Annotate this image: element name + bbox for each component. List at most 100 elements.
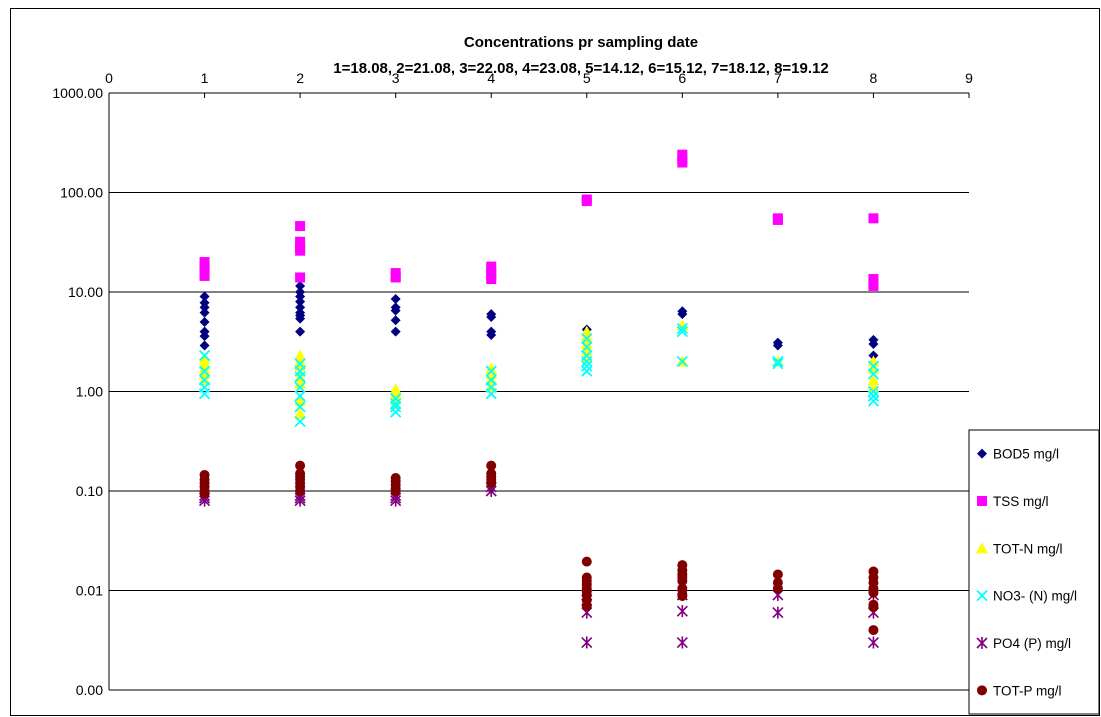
legend-label: BOD5 mg/l (993, 447, 1059, 462)
data-point (581, 365, 593, 377)
data-point (294, 415, 306, 428)
legend-box (968, 429, 1099, 715)
data-point (977, 448, 987, 459)
data-point (677, 157, 688, 168)
chart-svg: Concentrations pr sampling date 1=18.08,… (52, 34, 1099, 715)
data-point (390, 398, 402, 410)
legend: BOD5 mg/l TSS mg/l TOT-N mg/l NO3- (N) mg/l… (968, 429, 1099, 715)
data-point (772, 358, 784, 370)
x-tick-label: 1 (201, 70, 209, 86)
y-axis-ticks: 0.00 0.01 0.10 1.00 10.00 100.00 1000.00 (52, 85, 103, 698)
chart-title: Concentrations pr sampling date (464, 34, 698, 51)
data-point (295, 272, 306, 283)
data-point (868, 339, 879, 350)
data-point (580, 338, 593, 350)
chart-frame: Concentrations pr sampling date 1=18.08,… (10, 8, 1100, 716)
data-point (976, 542, 988, 554)
data-point (868, 213, 879, 224)
data-point (199, 340, 210, 351)
data-point (294, 390, 306, 402)
y-tick-label: 1.00 (76, 384, 103, 400)
legend-item: PO4 (P) mg/l (976, 636, 1071, 651)
data-point (581, 341, 593, 353)
data-point (581, 332, 593, 345)
data-point (199, 331, 210, 342)
data-points (198, 149, 880, 649)
data-point (772, 340, 783, 351)
x-tick-label: 5 (583, 70, 591, 86)
data-point (295, 236, 306, 247)
data-point (198, 349, 211, 362)
data-point (581, 355, 593, 368)
data-point (295, 326, 306, 337)
legend-label: PO4 (P) mg/l (993, 636, 1071, 651)
data-point (677, 591, 688, 602)
data-point (676, 355, 688, 368)
data-point (580, 325, 593, 337)
data-point (772, 214, 783, 225)
data-point (390, 294, 401, 305)
data-point (390, 305, 401, 316)
data-point (390, 406, 402, 418)
data-point (294, 371, 306, 383)
series-no3-n-mg-l (198, 322, 880, 428)
data-point (295, 280, 306, 291)
y-tick-label: 0.10 (76, 483, 103, 499)
data-point (867, 385, 880, 398)
legend-label: NO3- (N) mg/l (993, 589, 1077, 604)
data-point (390, 315, 401, 326)
data-point (867, 390, 880, 402)
data-point (581, 196, 592, 207)
y-tick-label: 100.00 (60, 185, 103, 201)
data-point (295, 291, 306, 302)
legend-item: BOD5 mg/l (977, 447, 1059, 462)
data-point (867, 374, 880, 386)
data-point (977, 496, 987, 506)
data-point (486, 460, 497, 471)
data-point (977, 685, 987, 696)
data-point (199, 302, 210, 313)
data-point (868, 625, 879, 636)
data-point (486, 274, 497, 285)
chart-subtitle: 1=18.08, 2=21.08, 3=22.08, 4=23.08, 5=14… (333, 60, 828, 77)
x-tick-label: 8 (870, 70, 878, 86)
data-point (199, 270, 210, 281)
series-tot-p-mg-l (199, 460, 879, 636)
x-tick-label: 0 (105, 70, 113, 86)
data-point (294, 377, 307, 389)
data-point (772, 569, 783, 580)
data-point (485, 365, 497, 377)
data-point (294, 407, 307, 419)
data-point (295, 296, 306, 307)
legend-item: TSS mg/l (977, 494, 1049, 509)
x-axis: 0 1 2 3 4 5 6 7 8 9 (105, 70, 973, 98)
data-point (676, 605, 688, 618)
data-point (581, 636, 593, 649)
legend-label: TOT-N mg/l (993, 541, 1063, 556)
data-point (581, 600, 592, 611)
data-point (867, 395, 880, 407)
data-point (295, 221, 306, 232)
y-tick-label: 10.00 (68, 284, 103, 300)
data-point (486, 261, 497, 272)
data-point (581, 556, 592, 567)
x-tick-label: 6 (678, 70, 686, 86)
data-point (199, 488, 210, 499)
data-point (198, 388, 211, 400)
data-point (867, 368, 880, 380)
data-point (976, 637, 988, 649)
data-point (485, 388, 497, 400)
series-bod5-mg-l (199, 280, 879, 361)
data-point (390, 486, 401, 496)
legend-item: TOT-N mg/l (976, 541, 1063, 556)
data-point (772, 606, 784, 619)
x-tick-label: 4 (487, 70, 495, 86)
data-point (868, 280, 879, 291)
data-point (580, 331, 593, 343)
data-point (486, 312, 497, 323)
data-point (486, 478, 497, 489)
y-tick-label: 0.01 (76, 583, 103, 599)
data-point (676, 322, 688, 335)
data-point (868, 350, 879, 361)
x-tick-label: 7 (774, 70, 782, 86)
